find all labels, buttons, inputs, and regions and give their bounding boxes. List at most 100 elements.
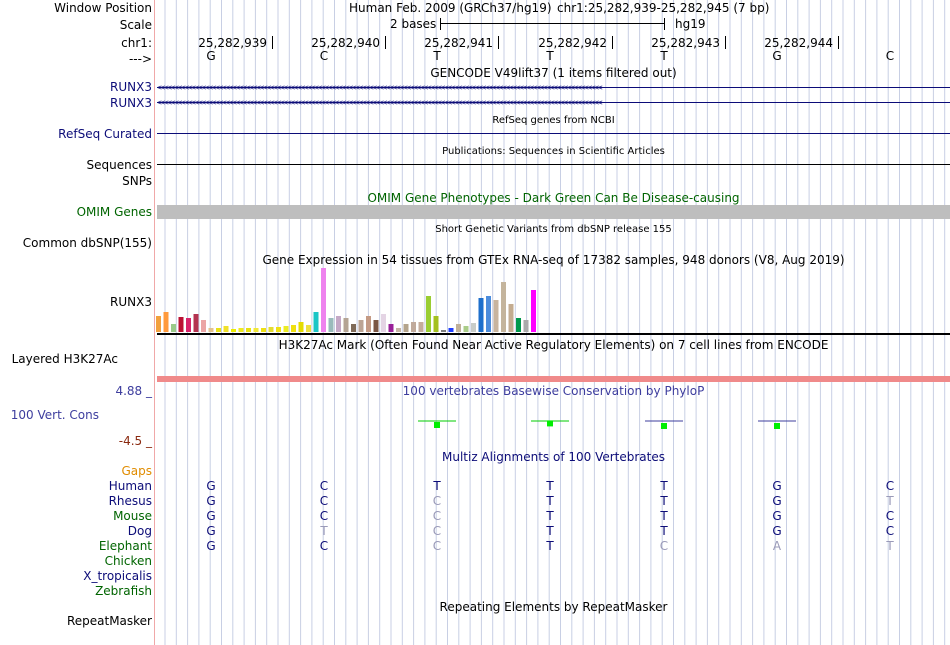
window-position-label: Window Position — [54, 1, 152, 15]
alignment-base: C — [319, 494, 329, 508]
alignment-base: T — [433, 479, 441, 493]
gtex-bar — [358, 320, 364, 332]
gtex-bar — [268, 327, 274, 332]
alignment-base: G — [772, 509, 782, 523]
alignment-base: C — [432, 524, 442, 538]
gtex-bar — [516, 318, 521, 332]
gtex-track-label[interactable]: RUNX3 — [110, 295, 152, 309]
snps-track-label[interactable]: SNPs — [122, 174, 152, 188]
species-label[interactable]: Human — [108, 479, 152, 493]
alignment-base: T — [546, 524, 554, 538]
alignment-base: T — [320, 524, 328, 538]
gtex-bar — [411, 322, 416, 332]
scale-text: 2 bases — [390, 17, 437, 31]
coordinate-1: 25,282,939 — [198, 36, 273, 50]
species-label[interactable]: Dog — [127, 524, 152, 538]
gtex-bar — [321, 268, 326, 332]
alignment-base: T — [660, 524, 668, 538]
alignment-base: C — [885, 524, 895, 538]
omim-track-label[interactable]: OMIM Genes — [76, 205, 152, 219]
h3k27ac-signal[interactable] — [157, 376, 950, 382]
alignment-base: C — [432, 539, 442, 553]
gene-feature-runx3-1[interactable]: <<<<<<<<<<<<<<<<<<<<<<<<<<<<<<<<<<<<<<<<… — [157, 84, 950, 91]
gtex-bar — [216, 328, 221, 332]
omim-gene-feature[interactable] — [157, 205, 950, 219]
alignment-base: T — [546, 494, 554, 508]
alignment-base: T — [660, 494, 668, 508]
h3k27ac-track-label[interactable]: Layered H3K27Ac — [11, 352, 118, 366]
alignment-base: T — [660, 479, 668, 493]
gtex-bar — [253, 328, 259, 332]
cons-score-mark — [434, 422, 440, 428]
cons-track-title: 100 vertebrates Basewise Conservation by… — [402, 384, 705, 398]
sequences-feature-line[interactable] — [157, 164, 950, 165]
species-label[interactable]: Elephant — [98, 539, 152, 553]
base-7: C — [885, 49, 895, 63]
alignment-base: G — [772, 494, 782, 508]
alignment-base: A — [772, 539, 782, 553]
gencode-track-label-2[interactable]: RUNX3 — [110, 96, 152, 110]
gtex-bar — [298, 322, 304, 332]
gtex-bar — [351, 324, 356, 332]
h3k27ac-track-title: H3K27Ac Mark (Often Found Near Active Re… — [278, 338, 829, 352]
species-label[interactable]: X_tropicalis — [83, 569, 152, 583]
alignment-base: T — [546, 479, 554, 493]
gtex-bar — [463, 326, 469, 332]
species-label[interactable]: Rhesus — [108, 494, 152, 508]
refseq-gene-line[interactable] — [157, 133, 950, 134]
base-5: T — [660, 49, 668, 63]
refseq-track-title: RefSeq genes from NCBI — [492, 115, 615, 126]
gtex-bar — [486, 296, 491, 332]
gtex-bar — [448, 328, 454, 332]
refseq-track-label[interactable]: RefSeq Curated — [58, 127, 152, 141]
db-text: hg19 — [675, 17, 706, 31]
alignment-base: G — [206, 524, 216, 538]
gtex-expression-chart[interactable] — [155, 267, 950, 334]
repeatmasker-track-label[interactable]: RepeatMasker — [66, 614, 152, 628]
gtex-bar — [291, 325, 296, 332]
alignment-base: C — [885, 479, 895, 493]
alignment-base: G — [772, 524, 782, 538]
chromosome-label: chr1: — [121, 36, 152, 50]
gtex-bar — [441, 330, 446, 332]
gtex-bar — [313, 312, 319, 332]
cons-wiggle[interactable] — [157, 392, 950, 442]
gtex-bar — [418, 322, 424, 332]
strand-label: ---> — [128, 52, 152, 66]
gtex-bar — [433, 316, 439, 332]
dbsnp-track-label[interactable]: Common dbSNP(155) — [22, 236, 152, 250]
alignment-base: G — [206, 539, 216, 553]
position-text: chr1:25,282,939-25,282,945 (7 bp) — [557, 1, 770, 15]
gtex-bar — [246, 328, 251, 332]
gtex-bar — [156, 316, 161, 332]
sequences-track-title: Publications: Sequences in Scientific Ar… — [442, 146, 665, 157]
base-4: T — [546, 49, 554, 63]
gtex-bar — [328, 318, 334, 332]
multiz-track-title: Multiz Alignments of 100 Vertebrates — [441, 450, 666, 464]
gtex-bar — [201, 320, 206, 332]
species-label[interactable]: Chicken — [104, 554, 152, 568]
gene-feature-runx3-2[interactable]: <<<<<<<<<<<<<<<<<<<<<<<<<<<<<<<<<<<<<<<<… — [157, 99, 950, 106]
scale-bar — [440, 18, 665, 30]
species-label[interactable]: Mouse — [113, 509, 152, 523]
coordinate-5: 25,282,943 — [651, 36, 726, 50]
gtex-bar — [276, 327, 281, 332]
gencode-track-label-1[interactable]: RUNX3 — [110, 80, 152, 94]
gtex-bar — [223, 326, 229, 332]
gtex-bar — [238, 328, 244, 332]
gtex-bar — [508, 304, 514, 332]
alignment-base: C — [432, 494, 442, 508]
dbsnp-track-title: Short Genetic Variants from dbSNP releas… — [435, 224, 672, 235]
cons-track-label[interactable]: 100 Vert. Cons — [10, 408, 99, 422]
scale-label: Scale — [119, 18, 152, 32]
species-label[interactable]: Zebrafish — [95, 584, 152, 598]
repeatmasker-track-title: Repeating Elements by RepeatMasker — [439, 600, 668, 614]
gtex-bar — [426, 296, 431, 332]
gtex-bar — [471, 323, 476, 332]
alignment-base: C — [319, 509, 329, 523]
sequences-track-label[interactable]: Sequences — [86, 158, 152, 172]
alignment-base: C — [319, 479, 329, 493]
gtex-bar — [336, 316, 341, 332]
base-3: T — [433, 49, 441, 63]
